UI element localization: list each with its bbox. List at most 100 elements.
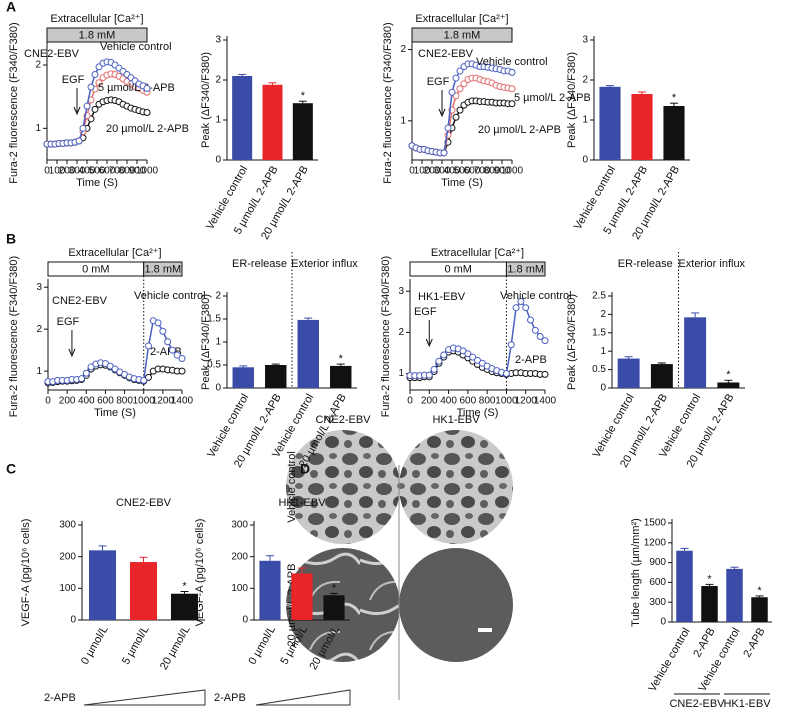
data-point [456, 67, 464, 75]
data-point [456, 106, 464, 114]
group-label: CNE2-EBV [669, 698, 725, 710]
x-tick-label: 600 [99, 166, 116, 177]
y-axis-label: Fura-2 fluorescence (F340/F380) [8, 22, 20, 183]
bar [631, 94, 653, 160]
x-tick-label: 300 [434, 166, 451, 177]
series-label: Vehicle control [500, 290, 572, 302]
x-axis-label: Time (S) [441, 177, 483, 189]
data-point [541, 370, 549, 378]
x-tick-label: 1400 [171, 396, 194, 407]
arrow-head [68, 348, 76, 358]
extracellular-label: 1.8 mM [145, 263, 182, 275]
significance-mark: * [339, 353, 344, 365]
data-point [164, 338, 172, 346]
bar [265, 365, 287, 388]
row-label: Vehicle control [286, 451, 298, 523]
x-tick-label: 500 [454, 166, 471, 177]
x-tick-label: 400 [440, 396, 457, 407]
y-tick-label: 0 [660, 617, 666, 628]
extracellular-title: Extracellular [Ca²⁺] [50, 13, 143, 25]
data-point [159, 327, 167, 335]
data-point [456, 85, 464, 93]
micrographs: CNE2-EBV HK1-EBV Vehicle control 20 µmol… [286, 414, 513, 700]
group-label: Exterior influx [291, 258, 358, 270]
arrow-head [438, 108, 446, 118]
stimulus-label: EGF [427, 76, 450, 88]
y-tick-label: 2 [215, 291, 221, 302]
bar [599, 86, 621, 160]
y-tick-label: 100 [59, 583, 76, 594]
y-tick-label: 0 [242, 615, 248, 626]
y-tick-label: 2 [600, 309, 606, 320]
x-tick-label: 1200 [152, 396, 175, 407]
y-axis-label: Peak (ΔF340/F380) [200, 52, 212, 148]
chart-title: CNE2-EBV [116, 497, 172, 509]
data-point [178, 355, 186, 363]
bar [323, 595, 345, 620]
y-tick-label: 2 [400, 44, 406, 55]
scale-bar [478, 628, 492, 632]
extracellular-label: 0 mM [82, 263, 110, 275]
y-tick-label: 1 [582, 115, 588, 126]
extracellular-segment [46, 27, 148, 43]
data-point [78, 375, 85, 383]
y-tick-label: 3 [582, 35, 588, 46]
data-point [517, 298, 525, 306]
x-tick-label: 700 [109, 166, 126, 177]
x-tick-label: 400 [444, 166, 461, 177]
x-tick-label: 0 [45, 396, 51, 407]
data-point [508, 100, 516, 108]
data-point [435, 357, 443, 365]
y-tick-label: 900 [649, 557, 666, 568]
y-tick-label: 1 [398, 368, 404, 379]
extracellular-title: Extracellular [Ca²⁺] [68, 247, 161, 259]
data-point [460, 80, 468, 88]
significance-mark: * [301, 90, 306, 102]
x-tick-label: 1200 [515, 396, 538, 407]
x-tick-label: 800 [119, 166, 136, 177]
extracellular-segment [411, 27, 513, 43]
x-axis-label: Time (S) [94, 407, 136, 419]
data-point [430, 365, 438, 373]
data-point [154, 319, 162, 327]
y-axis-label: Peak (ΔF340/F380) [566, 52, 578, 148]
extracellular-title: Extracellular [Ca²⁺] [415, 13, 508, 25]
micrograph [399, 548, 513, 662]
dose-label: 2-APB [44, 692, 76, 704]
y-tick-label: 1 [215, 115, 221, 126]
data-point [522, 304, 530, 312]
bar [291, 573, 313, 620]
y-tick-label: 2 [35, 60, 41, 71]
data-point [502, 370, 510, 378]
y-axis-label: VEGF-A (pg/10⁶ cells) [20, 519, 32, 627]
data-point [82, 369, 90, 377]
series-label: 20 µmol/L 2-APB [106, 123, 189, 135]
y-tick-label: 0.5 [592, 364, 606, 375]
x-tick-label: 900 [129, 166, 146, 177]
dose-wedge [83, 689, 206, 706]
extracellular-segment [505, 261, 546, 277]
y-tick-label: 1 [36, 366, 42, 377]
group-label: ER-release [232, 258, 287, 270]
y-axis-label: Peak (ΔF340/F380) [200, 294, 212, 390]
bar [663, 106, 685, 160]
y-tick-label: 0 [215, 383, 221, 394]
x-tick-label: 900 [494, 166, 511, 177]
x-tick-label: 1000 [495, 396, 518, 407]
stimulus-label: EGF [414, 306, 437, 318]
data-point [87, 83, 95, 91]
x-tick-label: 1400 [534, 396, 557, 407]
series-label: 20 µmol/L 2-APB [478, 124, 561, 136]
arrow-head [73, 106, 81, 116]
group-label: ER-release [618, 258, 673, 270]
y-tick-label: 1 [600, 346, 606, 357]
cell-label: CNE2-EBV [52, 295, 108, 307]
bar [297, 319, 319, 388]
micrograph [286, 430, 400, 544]
extracellular-segment [143, 261, 183, 277]
x-tick-label: 100 [49, 166, 66, 177]
extracellular-title: Extracellular [Ca²⁺] [431, 247, 524, 259]
y-tick-label: 2 [582, 75, 588, 86]
y-tick-label: 1 [215, 337, 221, 348]
x-tick-label: 1000 [501, 166, 524, 177]
